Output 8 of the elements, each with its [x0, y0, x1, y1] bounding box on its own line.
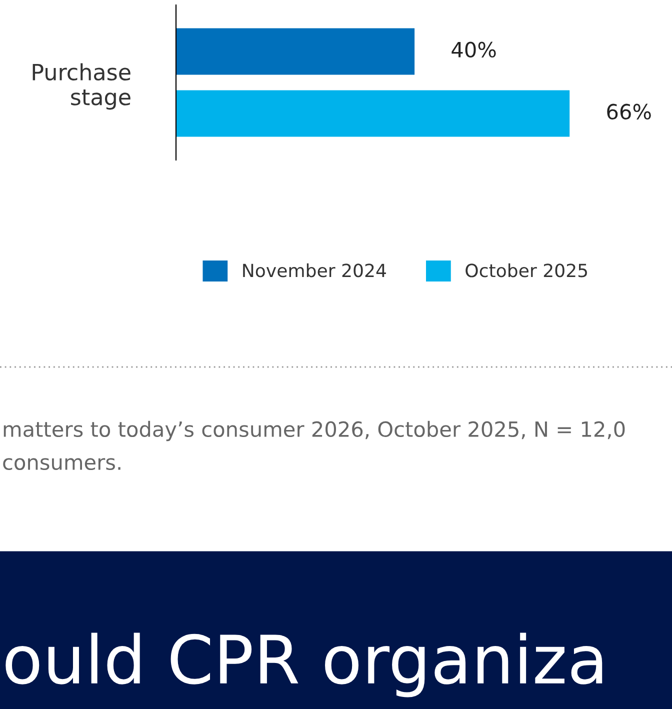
text: matters to today’s consumer 2026, October 2025, N = 12,0: [4, 420, 625, 442]
data-label: 66%: [607, 104, 651, 120]
legend-label: November 2024: [243, 263, 386, 278]
text: ould CPR organiza: [6, 632, 602, 698]
legend-label: October 2025: [466, 263, 587, 278]
data-label: 40%: [452, 42, 496, 58]
text: consumers.: [3, 458, 120, 470]
y-tick-label: Purchase stage: [32, 63, 130, 110]
